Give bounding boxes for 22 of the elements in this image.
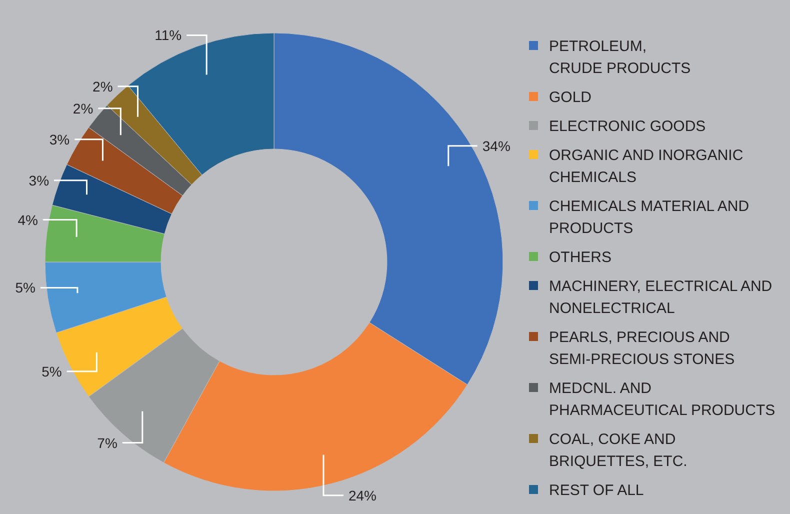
data-label: 3% xyxy=(28,172,50,188)
legend-label: ORGANIC AND INORGANIC CHEMICALS xyxy=(549,147,744,186)
data-label: 2% xyxy=(92,78,113,94)
legend-label: PEARLS, PRECIOUS AND SEMI-PRECIOUS STONES xyxy=(549,329,735,368)
data-label: 11% xyxy=(154,27,182,44)
legend-label: OTHERS xyxy=(549,249,612,266)
legend-label: MEDCNL. AND PHARMACEUTICAL PRODUCTS xyxy=(549,380,776,419)
data-label: 24% xyxy=(348,487,377,504)
data-label: 7% xyxy=(97,434,118,451)
legend-label: GOLD xyxy=(549,89,592,106)
legend-label: PETROLEUM, CRUDE PRODUCTS xyxy=(549,38,691,77)
data-label: 5% xyxy=(15,280,36,296)
legend-label: CHEMICALS MATERIAL AND PRODUCTS xyxy=(549,198,750,237)
data-label: 4% xyxy=(18,212,38,228)
legend-label: COAL, COKE AND BRIQUETTES, ETC. xyxy=(549,431,688,470)
legend-label: MACHINERY, ELECTRICAL AND NONELECTRICAL xyxy=(549,278,772,317)
data-label: 5% xyxy=(42,363,62,380)
data-label: 2% xyxy=(72,100,94,116)
data-label: 3% xyxy=(49,131,70,148)
data-label: 34% xyxy=(482,138,510,154)
legend-label: ELECTRONIC GOODS xyxy=(549,118,706,135)
legend-label: REST OF ALL xyxy=(549,482,644,499)
